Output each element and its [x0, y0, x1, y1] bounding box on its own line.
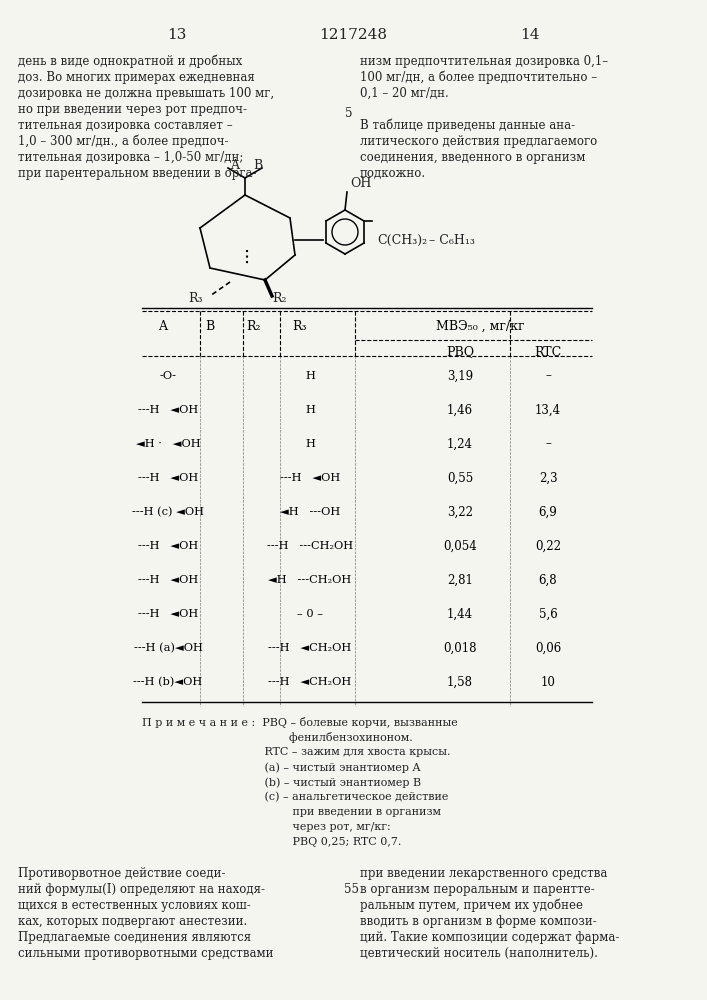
Text: 2,3: 2,3 — [539, 472, 557, 485]
Text: 0,018: 0,018 — [443, 642, 477, 654]
Text: ний формулы(I) определяют на находя-: ний формулы(I) определяют на находя- — [18, 883, 265, 896]
Text: ◄H   ---CH₂OH: ◄H ---CH₂OH — [269, 575, 351, 585]
Text: литического действия предлагаемого: литического действия предлагаемого — [360, 135, 597, 148]
Text: 1,46: 1,46 — [447, 403, 473, 416]
Text: R₃: R₃ — [293, 320, 308, 332]
Text: П р и м е ч а н и е :  PBQ – болевые корчи, вызванные: П р и м е ч а н и е : PBQ – болевые корч… — [142, 717, 457, 728]
Text: ---H   ◄OH: ---H ◄OH — [280, 473, 340, 483]
Text: В таблице приведены данные ана-: В таблице приведены данные ана- — [360, 119, 575, 132]
Text: 0,55: 0,55 — [447, 472, 473, 485]
Text: дозировка не должна превышать 100 мг,: дозировка не должна превышать 100 мг, — [18, 87, 274, 100]
Text: соединения, введенного в организм: соединения, введенного в организм — [360, 151, 585, 164]
Text: 6,9: 6,9 — [539, 506, 557, 518]
Text: ---H   ◄CH₂OH: ---H ◄CH₂OH — [269, 677, 351, 687]
Text: но при введении через рот предпоч-: но при введении через рот предпоч- — [18, 103, 247, 116]
Text: 5: 5 — [345, 107, 353, 120]
Text: 6,8: 6,8 — [539, 574, 557, 586]
Text: R₂: R₂ — [272, 292, 286, 305]
Text: Противорвотное действие соеди-: Противорвотное действие соеди- — [18, 867, 226, 880]
Text: при введении в организм: при введении в организм — [142, 807, 441, 817]
Text: ---H   ◄CH₂OH: ---H ◄CH₂OH — [269, 643, 351, 653]
Text: R₂: R₂ — [247, 320, 262, 332]
Text: ках, которых подвергают анестезии.: ках, которых подвергают анестезии. — [18, 915, 247, 928]
Text: C(CH₃)₂: C(CH₃)₂ — [377, 233, 427, 246]
Text: 55: 55 — [344, 883, 359, 896]
Text: RTC – зажим для хвоста крысы.: RTC – зажим для хвоста крысы. — [142, 747, 450, 757]
Text: щихся в естественных условиях кош-: щихся в естественных условиях кош- — [18, 899, 251, 912]
Text: PBQ: PBQ — [446, 346, 474, 359]
Text: -О-: -О- — [160, 371, 177, 381]
Text: вводить в организм в форме компози-: вводить в организм в форме компози- — [360, 915, 597, 928]
Text: B: B — [205, 320, 215, 332]
Text: 0,22: 0,22 — [535, 540, 561, 552]
Text: ---H   ◄OH: ---H ◄OH — [138, 609, 198, 619]
Text: день в виде однократной и дробных: день в виде однократной и дробных — [18, 55, 243, 68]
Text: –: – — [545, 369, 551, 382]
Text: PBQ 0,25; RTC 0,7.: PBQ 0,25; RTC 0,7. — [142, 837, 402, 847]
Text: – C₆H₁₃: – C₆H₁₃ — [429, 233, 475, 246]
Text: – 0 –: – 0 – — [297, 609, 323, 619]
Text: 0,054: 0,054 — [443, 540, 477, 552]
Text: Предлагаемые соединения являются: Предлагаемые соединения являются — [18, 931, 251, 944]
Text: 1,44: 1,44 — [447, 607, 473, 620]
Text: 13,4: 13,4 — [535, 403, 561, 416]
Text: 10: 10 — [541, 676, 556, 688]
Text: OH: OH — [350, 177, 371, 190]
Text: ---H   ◄OH: ---H ◄OH — [138, 473, 198, 483]
Text: в организм пероральным и парентте-: в организм пероральным и парентте- — [360, 883, 595, 896]
Text: при введении лекарственного средства: при введении лекарственного средства — [360, 867, 607, 880]
Text: A: A — [158, 320, 168, 332]
Text: MBЭ₅₀ , мг/кг: MBЭ₅₀ , мг/кг — [436, 320, 525, 332]
Text: ций. Такие композиции содержат фарма-: ций. Такие композиции содержат фарма- — [360, 931, 619, 944]
Text: тительная дозировка составляет –: тительная дозировка составляет – — [18, 119, 233, 132]
Text: низм предпочтительная дозировка 0,1–: низм предпочтительная дозировка 0,1– — [360, 55, 608, 68]
Text: ---H (a)◄OH: ---H (a)◄OH — [134, 643, 202, 653]
Text: H: H — [305, 405, 315, 415]
Text: ---H   ◄OH: ---H ◄OH — [138, 541, 198, 551]
Text: H: H — [305, 439, 315, 449]
Text: 3,19: 3,19 — [447, 369, 473, 382]
Text: A: A — [230, 159, 240, 172]
Text: 100 мг/дн, а более предпочтительно –: 100 мг/дн, а более предпочтительно – — [360, 71, 597, 85]
Text: –: – — [545, 438, 551, 450]
Text: ---H   ◄OH: ---H ◄OH — [138, 575, 198, 585]
Text: 1,58: 1,58 — [447, 676, 473, 688]
Text: ◄H   ---OH: ◄H ---OH — [280, 507, 340, 517]
Text: цевтический носитель (наполнитель).: цевтический носитель (наполнитель). — [360, 947, 598, 960]
Text: 3,22: 3,22 — [447, 506, 473, 518]
Text: 1,24: 1,24 — [447, 438, 473, 450]
Text: подкожно.: подкожно. — [360, 167, 426, 180]
Text: ---H (c) ◄OH: ---H (c) ◄OH — [132, 507, 204, 517]
Text: 1217248: 1217248 — [319, 28, 387, 42]
Text: ральным путем, причем их удобнее: ральным путем, причем их удобнее — [360, 899, 583, 912]
Text: B: B — [253, 159, 262, 172]
Text: 0,1 – 20 мг/дн.: 0,1 – 20 мг/дн. — [360, 87, 449, 100]
Text: 14: 14 — [520, 28, 539, 42]
Text: (b) – чистый энантиомер B: (b) – чистый энантиомер B — [142, 777, 421, 788]
Text: 13: 13 — [168, 28, 187, 42]
Text: (c) – анальгетическое действие: (c) – анальгетическое действие — [142, 792, 448, 802]
Text: 5,6: 5,6 — [539, 607, 557, 620]
Text: ---H   ---CH₂OH: ---H ---CH₂OH — [267, 541, 353, 551]
Text: через рот, мг/кг:: через рот, мг/кг: — [142, 822, 391, 832]
Text: (a) – чистый энантиомер A: (a) – чистый энантиомер A — [142, 762, 421, 773]
Text: ◄H ·   ◄OH: ◄H · ◄OH — [136, 439, 200, 449]
Text: доз. Во многих примерах ежедневная: доз. Во многих примерах ежедневная — [18, 71, 255, 84]
Text: RTC: RTC — [534, 346, 561, 359]
Text: фенилбензохиноном.: фенилбензохиноном. — [142, 732, 413, 743]
Text: ---H (b)◄OH: ---H (b)◄OH — [134, 677, 203, 687]
Text: ---H   ◄OH: ---H ◄OH — [138, 405, 198, 415]
Text: 0,06: 0,06 — [535, 642, 561, 654]
Text: тительная дозировка – 1,0-50 мг/дн;: тительная дозировка – 1,0-50 мг/дн; — [18, 151, 243, 164]
Text: при парентеральном введении в орга-: при парентеральном введении в орга- — [18, 167, 257, 180]
Text: H: H — [305, 371, 315, 381]
Text: сильными противорвотными средствами: сильными противорвотными средствами — [18, 947, 274, 960]
Text: 1,0 – 300 мг/дн., а более предпоч-: 1,0 – 300 мг/дн., а более предпоч- — [18, 135, 228, 148]
Text: 2,81: 2,81 — [447, 574, 473, 586]
Text: R₃: R₃ — [189, 292, 203, 305]
